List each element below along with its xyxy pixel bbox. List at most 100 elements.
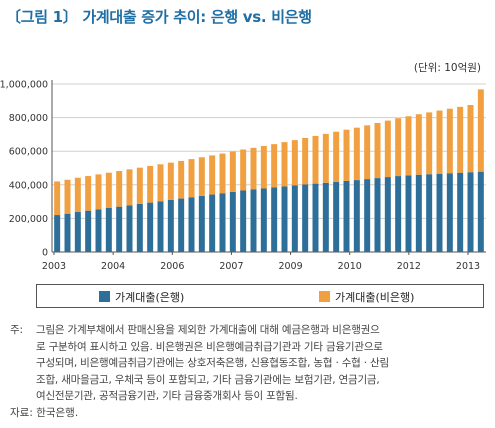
bar-nonbank <box>147 165 154 203</box>
bar-nonbank <box>85 176 92 211</box>
bar-nonbank <box>167 162 174 200</box>
bar-nonbank <box>291 140 298 186</box>
bar-bank <box>116 206 123 252</box>
bar-bank <box>74 212 81 252</box>
bar-nonbank <box>343 129 350 181</box>
bar-bank <box>446 173 453 252</box>
bar-bank <box>64 213 71 252</box>
x-tick-label: 2006 <box>160 261 184 272</box>
bar-nonbank <box>446 108 453 174</box>
bar-bank <box>178 198 185 252</box>
bar-bank <box>312 183 319 252</box>
bar-bank <box>395 176 402 252</box>
y-tick-label: 800,000 <box>9 113 48 124</box>
bar-nonbank <box>229 151 236 192</box>
bar-bank <box>333 181 340 252</box>
bar-bank <box>157 201 164 252</box>
bar-nonbank <box>322 133 329 183</box>
bar-bank <box>188 197 195 252</box>
bar-nonbank <box>95 174 102 210</box>
x-tick-label: 2007 <box>219 261 243 272</box>
bar-nonbank <box>467 105 474 173</box>
bar-nonbank <box>250 147 257 190</box>
bar-bank <box>85 210 92 252</box>
x-tick-label: 2004 <box>101 261 125 272</box>
bar-nonbank <box>126 169 133 206</box>
bar-bank <box>353 180 360 252</box>
chart-legend: 가계대출(은행) 가계대출(비은행) <box>36 284 484 308</box>
bar-bank <box>126 205 133 252</box>
bar-nonbank <box>281 142 288 187</box>
bar-bank <box>457 172 464 252</box>
bar-nonbank <box>105 172 112 208</box>
bar-bank <box>54 215 61 252</box>
note-line: 그림은 가계부채에서 판매신용을 제외한 가계대출에 대해 예금은행과 비은행권… <box>36 324 380 336</box>
bar-bank <box>95 209 102 252</box>
source-text: 자료: 한국은행. <box>10 407 79 419</box>
legend-label-nonbank: 가계대출(비은행) <box>335 291 415 304</box>
bar-bank <box>302 184 309 252</box>
note-text: 그림은 가계부채에서 판매신용을 제외한 가계대출에 대해 예금은행과 비은행권… <box>36 322 488 405</box>
bar-nonbank <box>116 171 123 207</box>
bar-bank <box>467 172 474 252</box>
bar-bank <box>209 194 216 252</box>
bar-bank <box>364 179 371 252</box>
x-tick-label: 2010 <box>338 261 362 272</box>
note-line: 조합, 새마을금고, 우체국 등이 포함되고, 기타 금융기관에는 보험기관, … <box>36 373 380 386</box>
bar-nonbank <box>426 112 433 175</box>
chart-title: 〔그림 1〕 가계대출 증가 추이: 은행 vs. 비은행 <box>6 8 312 26</box>
bar-nonbank <box>405 116 412 176</box>
bar-nonbank <box>260 145 267 189</box>
y-tick-label: 200,000 <box>9 214 48 225</box>
stacked-bar-chart: 0 200,000 400,000 600,000 800,000 1,000,000 20… <box>0 80 486 272</box>
bar-nonbank <box>312 135 319 184</box>
bar-bank <box>219 193 226 252</box>
unit-label: (단위: 10억원) <box>413 62 481 74</box>
legend-label-bank: 가계대출(은행) <box>115 291 185 304</box>
bar-bank <box>147 202 154 252</box>
bar-nonbank <box>188 159 195 198</box>
bar-bank <box>426 174 433 252</box>
y-tick-label: 600,000 <box>9 147 48 158</box>
bar-nonbank <box>395 118 402 177</box>
bar-bank <box>260 188 267 252</box>
y-tick-label: 400,000 <box>9 180 48 191</box>
bar-nonbank <box>198 157 205 196</box>
bar-nonbank <box>302 137 309 185</box>
y-tick-label: 1,000,000 <box>0 80 48 91</box>
bar-bank <box>374 178 381 252</box>
bar-bank <box>250 189 257 252</box>
note-line: 여신전문기관, 공적금융기관, 기타 금융중개회사 등이 포함됨. <box>36 390 298 402</box>
bar-nonbank <box>415 114 422 175</box>
bar-nonbank <box>477 89 484 172</box>
bar-nonbank <box>353 127 360 181</box>
bar-bank <box>343 180 350 252</box>
bar-nonbank <box>457 106 464 173</box>
bar-bank <box>436 173 443 252</box>
bar-nonbank <box>333 131 340 182</box>
bar-bank <box>198 195 205 252</box>
bar-nonbank <box>74 177 81 213</box>
bar-bank <box>291 185 298 252</box>
bar-nonbank <box>384 120 391 178</box>
bar-bank <box>384 177 391 252</box>
bar-nonbank <box>374 122 381 179</box>
bar-nonbank <box>64 179 71 214</box>
x-tick-label: 2012 <box>397 261 421 272</box>
note-line: 구성되며, 비은행예금취급기관에는 상호저축은행, 신용협동조합, 농협 · 수… <box>36 357 389 369</box>
bar-nonbank <box>271 144 278 188</box>
x-tick-label: 2009 <box>278 261 302 272</box>
y-tick-label: 0 <box>42 248 48 259</box>
note-label: 주: <box>10 324 23 336</box>
bar-bank <box>105 207 112 252</box>
bar-bank <box>405 175 412 252</box>
bar-bank <box>281 186 288 252</box>
x-tick-label: 2003 <box>42 261 66 272</box>
bar-nonbank <box>136 167 143 204</box>
note-line: 로 구분하여 표시하고 있음. 비은행권은 비은행예금취급기관과 기타 금융기관… <box>36 340 383 353</box>
legend-swatch-nonbank <box>319 291 330 302</box>
bar-bank <box>271 187 278 252</box>
bar-bank <box>415 174 422 252</box>
bar-bank <box>229 191 236 252</box>
bar-bank <box>477 171 484 252</box>
